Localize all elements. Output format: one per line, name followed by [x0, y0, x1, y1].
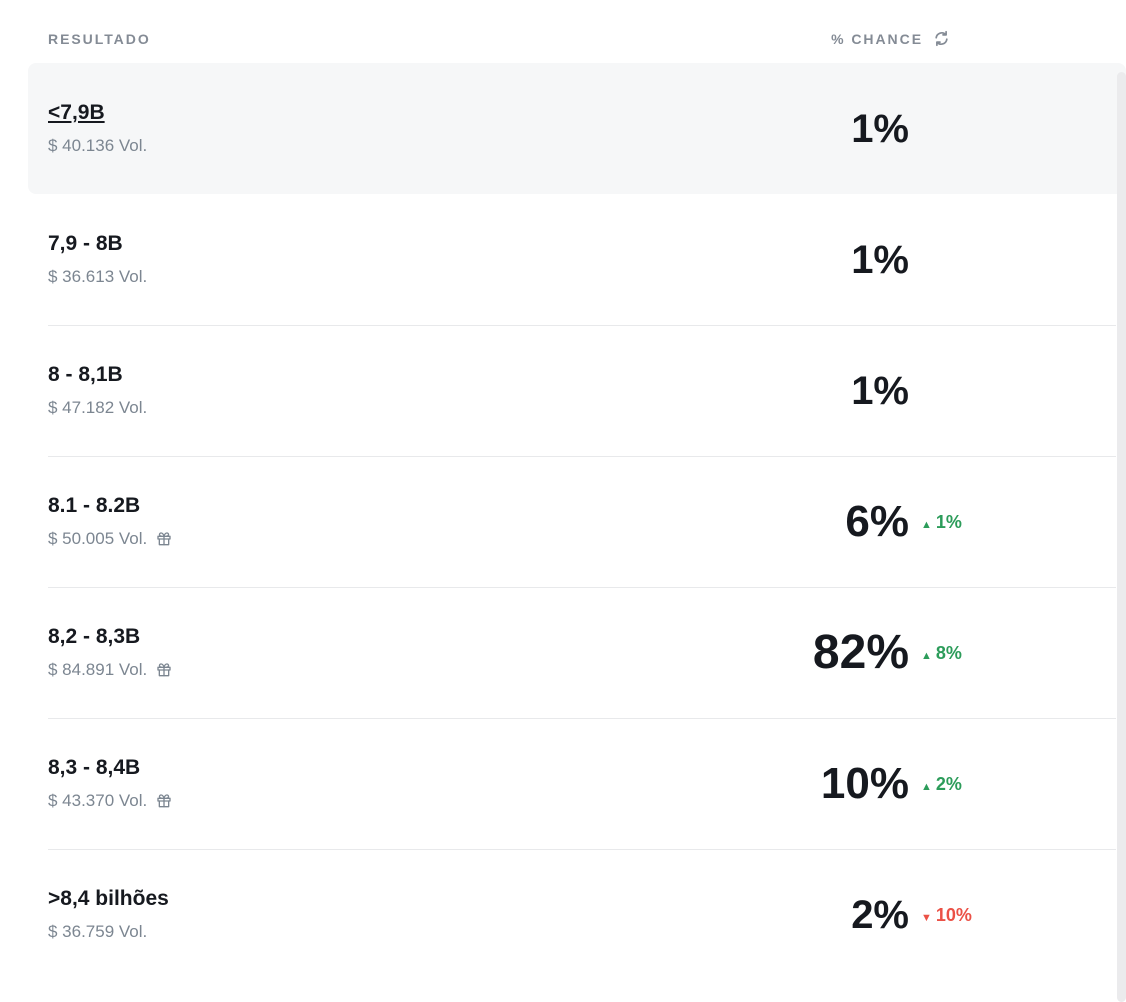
change-direction-icon: ▲ [921, 780, 932, 793]
chance-cell: 6% ▲ 1% [845, 496, 1126, 546]
outcome-volume-line: $ 40.136 Vol. [48, 136, 851, 156]
chance-value: 1% [851, 237, 909, 282]
chance-header-label: % CHANCE [831, 30, 923, 47]
outcome-title[interactable]: 8.1 - 8.2B [48, 493, 141, 517]
outcome-volume: $ 40.136 Vol. [48, 136, 148, 156]
outcome-row[interactable]: <7,9B $ 40.136 Vol. 1% [28, 63, 1126, 194]
outcome-volume: $ 50.005 Vol. [48, 529, 148, 549]
outcome-volume-line: $ 36.613 Vol. [48, 267, 851, 287]
outcome-row[interactable]: 8,3 - 8,4B $ 43.370 Vol. 10% ▲ 2% [28, 718, 1126, 849]
outcome-title[interactable]: 7,9 - 8B [48, 231, 123, 255]
outcome-row[interactable]: >8,4 bilhões $ 36.759 Vol. 2% ▼ 10 [28, 849, 1126, 980]
chance-value: 1% [851, 106, 909, 151]
outcome-title[interactable]: >8,4 bilhões [48, 886, 169, 910]
resultado-column-header: RESULTADO [48, 30, 151, 47]
change-amount: 2% [935, 773, 962, 794]
chance-value: 6% [845, 496, 909, 546]
chance-change: ▼ 10% [921, 906, 996, 924]
chance-cell: 82% ▲ 8% [812, 625, 1126, 679]
change-amount: 10% [935, 904, 972, 925]
scrollbar[interactable] [1117, 72, 1126, 1002]
change-direction-icon: ▲ [921, 518, 932, 531]
outcome-volume: $ 47.182 Vol. [48, 398, 148, 418]
outcome-volume: $ 36.759 Vol. [48, 922, 148, 942]
chance-column-header: % CHANCE [831, 30, 1126, 47]
chance-value: 82% [812, 625, 909, 679]
outcome-title[interactable]: 8,2 - 8,3B [48, 624, 141, 648]
outcome-info: <7,9B $ 40.136 Vol. [48, 101, 851, 156]
chance-value: 1% [851, 368, 909, 413]
gift-icon[interactable] [156, 531, 172, 547]
outcome-volume-line: $ 43.370 Vol. [48, 791, 821, 811]
chance-cell: 1% [851, 371, 1126, 411]
outcome-row[interactable]: 8,2 - 8,3B $ 84.891 Vol. 82% ▲ 8% [28, 587, 1126, 718]
chance-value: 2% [851, 892, 909, 937]
outcome-title[interactable]: 8 - 8,1B [48, 362, 123, 386]
gift-icon[interactable] [156, 662, 172, 678]
outcome-volume-line: $ 84.891 Vol. [48, 660, 813, 680]
chance-cell: 1% [851, 240, 1126, 280]
change-amount: 1% [935, 511, 962, 532]
chance-cell: 2% ▼ 10% [851, 895, 1126, 935]
chance-cell: 10% ▲ 2% [820, 758, 1126, 808]
outcome-info: 8,2 - 8,3B $ 84.891 Vol. [48, 625, 813, 680]
change-amount: 8% [935, 642, 962, 663]
outcome-title[interactable]: <7,9B [48, 100, 105, 124]
chance-change: ▲ 1% [921, 513, 996, 531]
chance-change: ▲ 2% [921, 775, 996, 793]
outcome-rows: <7,9B $ 40.136 Vol. 1% [0, 63, 1126, 980]
outcome-info: 8,3 - 8,4B $ 43.370 Vol. [48, 756, 821, 811]
outcome-volume-line: $ 36.759 Vol. [48, 922, 851, 942]
gift-icon[interactable] [156, 793, 172, 809]
outcome-volume-line: $ 47.182 Vol. [48, 398, 851, 418]
outcome-row[interactable]: 8.1 - 8.2B $ 50.005 Vol. 6% ▲ 1% [28, 456, 1126, 587]
chance-change: ▲ 8% [921, 644, 996, 662]
change-direction-icon: ▲ [921, 649, 932, 662]
outcome-row[interactable]: 7,9 - 8B $ 36.613 Vol. 1% [28, 194, 1126, 325]
outcome-volume: $ 36.613 Vol. [48, 267, 148, 287]
outcome-title[interactable]: 8,3 - 8,4B [48, 755, 141, 779]
chance-value: 10% [820, 758, 909, 808]
table-header: RESULTADO % CHANCE [0, 0, 1126, 63]
outcome-volume: $ 43.370 Vol. [48, 791, 148, 811]
outcome-volume: $ 84.891 Vol. [48, 660, 148, 680]
outcome-volume-line: $ 50.005 Vol. [48, 529, 845, 549]
outcome-info: 8.1 - 8.2B $ 50.005 Vol. [48, 494, 845, 549]
refresh-icon[interactable] [933, 30, 950, 47]
outcome-info: 8 - 8,1B $ 47.182 Vol. [48, 363, 851, 418]
change-direction-icon: ▼ [921, 911, 932, 924]
chance-cell: 1% [851, 109, 1126, 149]
outcome-row[interactable]: 8 - 8,1B $ 47.182 Vol. 1% [28, 325, 1126, 456]
outcome-info: 7,9 - 8B $ 36.613 Vol. [48, 232, 851, 287]
outcome-info: >8,4 bilhões $ 36.759 Vol. [48, 887, 851, 942]
